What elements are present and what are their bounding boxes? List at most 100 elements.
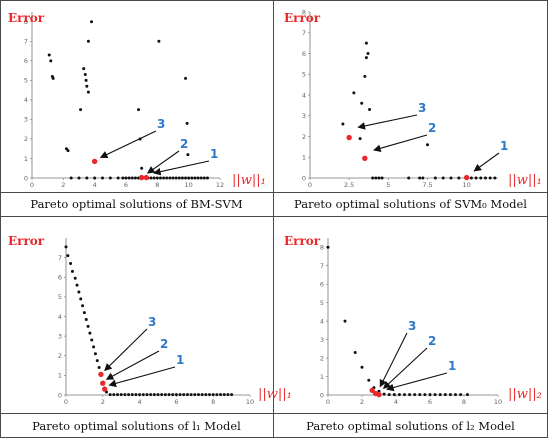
- y-tick-label: 2: [302, 133, 306, 141]
- x-tick-label: 5: [386, 181, 390, 189]
- data-point: [168, 176, 172, 180]
- data-point: [408, 393, 412, 397]
- data-point: [421, 176, 425, 180]
- data-point: [162, 176, 166, 180]
- y-tick-label: 8: [24, 18, 28, 26]
- data-point: [403, 393, 406, 397]
- data-point: [124, 176, 128, 180]
- data-point: [360, 101, 364, 105]
- data-point: [184, 76, 188, 80]
- y-tick-label: 6: [24, 57, 28, 65]
- data-point: [83, 72, 87, 76]
- data-point: [90, 20, 94, 24]
- data-point: [158, 176, 162, 180]
- y-axis-label: Error: [284, 11, 321, 25]
- data-point: [82, 67, 86, 71]
- x-tick-label: 8: [155, 181, 159, 189]
- data-point: [449, 176, 453, 180]
- data-point: [156, 393, 160, 397]
- data-point: [73, 276, 77, 280]
- x-tick-label: 0: [64, 398, 68, 406]
- data-point: [380, 176, 384, 180]
- data-point: [165, 176, 169, 180]
- x-tick-label: 0: [308, 181, 312, 189]
- data-point: [149, 176, 153, 180]
- data-point: [459, 393, 463, 397]
- data-point: [441, 176, 445, 180]
- x-axis-label: ||w||₁: [508, 173, 542, 188]
- x-tick-label: 7.5: [422, 181, 432, 189]
- data-point: [79, 297, 83, 301]
- caption-l2: Pareto optimal solutions of l₂ Model: [306, 419, 515, 433]
- y-tick-label: 1: [58, 372, 62, 380]
- y-tick-label: 7: [302, 29, 306, 37]
- data-point: [85, 176, 89, 180]
- y-axis-label: Error: [284, 234, 321, 248]
- annotation-arrow-2: [373, 134, 428, 152]
- annotation-label-3: 3: [408, 319, 416, 333]
- y-tick-label: 6: [302, 50, 306, 58]
- data-point: [469, 176, 473, 180]
- data-point: [134, 393, 138, 397]
- data-point: [360, 365, 364, 369]
- annotation-label-2: 2: [160, 337, 168, 351]
- data-point: [177, 176, 181, 180]
- data-point: [157, 39, 161, 43]
- data-point: [371, 176, 375, 180]
- x-tick-label: 8: [211, 398, 215, 406]
- data-point: [185, 393, 189, 397]
- x-tick-label: 2: [101, 398, 105, 406]
- y-tick-label: 4: [58, 313, 62, 321]
- y-tick-label: 4: [302, 91, 306, 99]
- data-point: [457, 176, 461, 180]
- caption-svm0: Pareto optimal solutions of SVM₀ Model: [294, 197, 527, 211]
- y-tick-label: 1: [24, 155, 28, 163]
- data-point: [366, 52, 370, 55]
- data-point: [184, 176, 188, 180]
- annotation-arrow-2: [382, 347, 428, 390]
- data-point: [363, 74, 367, 78]
- data-point: [123, 393, 127, 397]
- divider-middle: [0, 216, 548, 217]
- data-point: [367, 378, 371, 382]
- data-point: [465, 393, 469, 397]
- data-point: [51, 76, 55, 80]
- highlighted-point: [98, 371, 104, 378]
- data-point: [93, 352, 97, 356]
- data-point: [230, 393, 234, 397]
- data-point: [116, 176, 120, 180]
- annotation-label-2: 2: [180, 137, 188, 151]
- data-point: [185, 121, 189, 125]
- data-point: [93, 176, 97, 180]
- data-point: [86, 39, 90, 43]
- x-tick-label: 10: [185, 181, 193, 189]
- y-tick-label: 0: [320, 391, 324, 399]
- data-point: [448, 393, 452, 397]
- data-point: [407, 176, 411, 180]
- data-point: [428, 393, 432, 397]
- y-axis-label: Error: [8, 11, 45, 25]
- data-point: [77, 290, 81, 294]
- data-point: [200, 393, 204, 397]
- x-tick-label: 4: [93, 181, 97, 189]
- data-point: [352, 91, 356, 95]
- y-tick-label: 5: [320, 299, 324, 307]
- data-point: [86, 324, 90, 328]
- annotation-arrow-3: [379, 332, 408, 388]
- data-point: [479, 176, 483, 180]
- data-point: [202, 176, 206, 180]
- data-point: [343, 319, 347, 323]
- data-point: [77, 176, 81, 180]
- data-point: [438, 393, 442, 397]
- data-point: [374, 176, 378, 180]
- data-point: [81, 304, 85, 308]
- highlighted-point: [369, 387, 375, 394]
- data-point: [86, 90, 90, 94]
- y-tick-label: 5: [58, 293, 62, 301]
- x-tick-label: 4: [394, 398, 398, 406]
- y-tick-label: 4: [24, 96, 28, 104]
- data-point: [97, 366, 101, 370]
- data-point: [66, 149, 70, 153]
